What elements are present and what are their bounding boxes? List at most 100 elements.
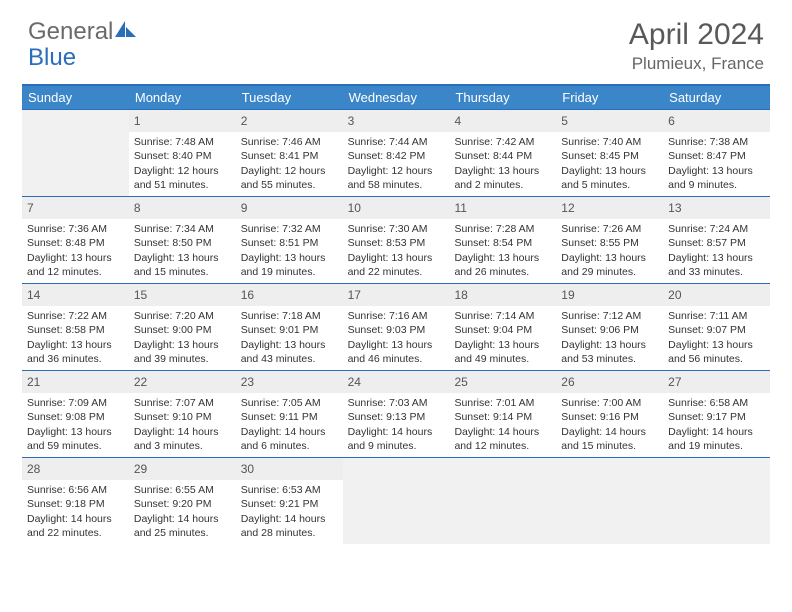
day-body: Sunrise: 7:12 AMSunset: 9:06 PMDaylight:… [556, 306, 663, 366]
day-line-ss: Sunset: 9:21 PM [241, 497, 338, 511]
day-line-ss: Sunset: 8:50 PM [134, 236, 231, 250]
day-line-d1: Daylight: 14 hours [348, 425, 445, 439]
day-line-sr: Sunrise: 7:00 AM [561, 396, 658, 410]
day-empty [343, 458, 450, 544]
day-line-d2: and 19 minutes. [241, 265, 338, 279]
day-body: Sunrise: 7:09 AMSunset: 9:08 PMDaylight:… [22, 393, 129, 453]
day-number: 2 [236, 110, 343, 132]
day-line-ss: Sunset: 8:41 PM [241, 149, 338, 163]
day-line-ss: Sunset: 9:20 PM [134, 497, 231, 511]
day-line-d2: and 26 minutes. [454, 265, 551, 279]
day-line-sr: Sunrise: 7:05 AM [241, 396, 338, 410]
day-line-d2: and 36 minutes. [27, 352, 124, 366]
dow-thursday: Thursday [449, 86, 556, 109]
day-empty [449, 458, 556, 544]
day-line-d1: Daylight: 14 hours [134, 512, 231, 526]
day-line-d2: and 43 minutes. [241, 352, 338, 366]
day-line-sr: Sunrise: 7:30 AM [348, 222, 445, 236]
day-number: 30 [236, 458, 343, 480]
day-line-d1: Daylight: 13 hours [454, 251, 551, 265]
day-line-ss: Sunset: 9:13 PM [348, 410, 445, 424]
day-line-d2: and 2 minutes. [454, 178, 551, 192]
day-body: Sunrise: 7:24 AMSunset: 8:57 PMDaylight:… [663, 219, 770, 279]
day-body: Sunrise: 7:26 AMSunset: 8:55 PMDaylight:… [556, 219, 663, 279]
day-line-d2: and 3 minutes. [134, 439, 231, 453]
day-body: Sunrise: 7:46 AMSunset: 8:41 PMDaylight:… [236, 132, 343, 192]
dow-monday: Monday [129, 86, 236, 109]
day-line-d1: Daylight: 14 hours [241, 512, 338, 526]
day-line-ss: Sunset: 8:54 PM [454, 236, 551, 250]
day-body: Sunrise: 7:30 AMSunset: 8:53 PMDaylight:… [343, 219, 450, 279]
day-body: Sunrise: 7:38 AMSunset: 8:47 PMDaylight:… [663, 132, 770, 192]
day-1: 1Sunrise: 7:48 AMSunset: 8:40 PMDaylight… [129, 110, 236, 196]
day-empty [663, 458, 770, 544]
dow-sunday: Sunday [22, 86, 129, 109]
day-22: 22Sunrise: 7:07 AMSunset: 9:10 PMDayligh… [129, 371, 236, 457]
logo-triangle-icon [115, 18, 137, 46]
day-line-ss: Sunset: 8:48 PM [27, 236, 124, 250]
day-body: Sunrise: 6:53 AMSunset: 9:21 PMDaylight:… [236, 480, 343, 540]
day-line-sr: Sunrise: 7:46 AM [241, 135, 338, 149]
day-of-week-header: SundayMondayTuesdayWednesdayThursdayFrid… [22, 86, 770, 109]
day-empty [556, 458, 663, 544]
day-line-d1: Daylight: 14 hours [454, 425, 551, 439]
day-number: 1 [129, 110, 236, 132]
day-number: 23 [236, 371, 343, 393]
day-number: 7 [22, 197, 129, 219]
day-line-d2: and 53 minutes. [561, 352, 658, 366]
day-number: 16 [236, 284, 343, 306]
day-body: Sunrise: 7:07 AMSunset: 9:10 PMDaylight:… [129, 393, 236, 453]
day-3: 3Sunrise: 7:44 AMSunset: 8:42 PMDaylight… [343, 110, 450, 196]
day-number: 8 [129, 197, 236, 219]
day-7: 7Sunrise: 7:36 AMSunset: 8:48 PMDaylight… [22, 197, 129, 283]
day-body: Sunrise: 7:16 AMSunset: 9:03 PMDaylight:… [343, 306, 450, 366]
day-line-sr: Sunrise: 7:16 AM [348, 309, 445, 323]
day-line-d2: and 46 minutes. [348, 352, 445, 366]
day-line-ss: Sunset: 8:57 PM [668, 236, 765, 250]
day-line-sr: Sunrise: 7:34 AM [134, 222, 231, 236]
day-line-sr: Sunrise: 7:24 AM [668, 222, 765, 236]
day-number: 18 [449, 284, 556, 306]
day-line-ss: Sunset: 8:44 PM [454, 149, 551, 163]
day-line-d2: and 22 minutes. [27, 526, 124, 540]
day-11: 11Sunrise: 7:28 AMSunset: 8:54 PMDayligh… [449, 197, 556, 283]
day-line-d1: Daylight: 13 hours [454, 164, 551, 178]
day-19: 19Sunrise: 7:12 AMSunset: 9:06 PMDayligh… [556, 284, 663, 370]
day-body: Sunrise: 7:32 AMSunset: 8:51 PMDaylight:… [236, 219, 343, 279]
day-14: 14Sunrise: 7:22 AMSunset: 8:58 PMDayligh… [22, 284, 129, 370]
day-number: 5 [556, 110, 663, 132]
day-line-d1: Daylight: 14 hours [134, 425, 231, 439]
day-number: 22 [129, 371, 236, 393]
day-28: 28Sunrise: 6:56 AMSunset: 9:18 PMDayligh… [22, 458, 129, 544]
day-line-ss: Sunset: 9:06 PM [561, 323, 658, 337]
day-number: 27 [663, 371, 770, 393]
day-20: 20Sunrise: 7:11 AMSunset: 9:07 PMDayligh… [663, 284, 770, 370]
day-line-sr: Sunrise: 7:26 AM [561, 222, 658, 236]
day-line-d2: and 9 minutes. [348, 439, 445, 453]
day-body: Sunrise: 7:11 AMSunset: 9:07 PMDaylight:… [663, 306, 770, 366]
day-line-d2: and 55 minutes. [241, 178, 338, 192]
day-body: Sunrise: 6:58 AMSunset: 9:17 PMDaylight:… [663, 393, 770, 453]
day-number: 10 [343, 197, 450, 219]
day-line-sr: Sunrise: 7:22 AM [27, 309, 124, 323]
day-line-ss: Sunset: 8:53 PM [348, 236, 445, 250]
day-line-d2: and 25 minutes. [134, 526, 231, 540]
day-number: 9 [236, 197, 343, 219]
day-number: 13 [663, 197, 770, 219]
day-line-ss: Sunset: 8:40 PM [134, 149, 231, 163]
day-body: Sunrise: 7:40 AMSunset: 8:45 PMDaylight:… [556, 132, 663, 192]
day-line-d2: and 12 minutes. [27, 265, 124, 279]
day-12: 12Sunrise: 7:26 AMSunset: 8:55 PMDayligh… [556, 197, 663, 283]
day-line-d2: and 9 minutes. [668, 178, 765, 192]
day-line-d1: Daylight: 13 hours [561, 164, 658, 178]
day-line-ss: Sunset: 9:04 PM [454, 323, 551, 337]
day-line-d1: Daylight: 13 hours [348, 338, 445, 352]
day-line-ss: Sunset: 9:17 PM [668, 410, 765, 424]
day-line-sr: Sunrise: 7:32 AM [241, 222, 338, 236]
day-body: Sunrise: 6:56 AMSunset: 9:18 PMDaylight:… [22, 480, 129, 540]
day-line-sr: Sunrise: 7:14 AM [454, 309, 551, 323]
day-15: 15Sunrise: 7:20 AMSunset: 9:00 PMDayligh… [129, 284, 236, 370]
day-empty [22, 110, 129, 196]
day-line-d2: and 29 minutes. [561, 265, 658, 279]
day-25: 25Sunrise: 7:01 AMSunset: 9:14 PMDayligh… [449, 371, 556, 457]
